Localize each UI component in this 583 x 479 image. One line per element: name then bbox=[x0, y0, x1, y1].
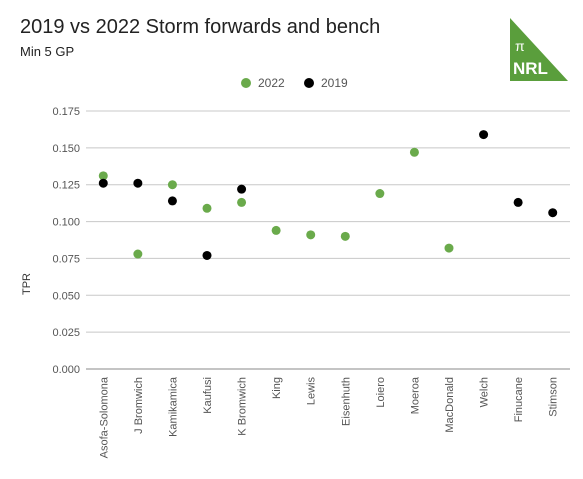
x-category-label: Lewis bbox=[306, 377, 318, 406]
data-point-2022 bbox=[98, 171, 108, 181]
data-point-2019 bbox=[548, 208, 558, 218]
x-category-label: Kaufusi bbox=[202, 377, 214, 414]
x-category-label: Welch bbox=[479, 377, 491, 407]
nrl-logo-text: NRL bbox=[513, 59, 548, 78]
grid-lines bbox=[86, 110, 570, 370]
x-category-label: Kamikamica bbox=[167, 376, 179, 437]
data-point-2022 bbox=[340, 231, 350, 241]
data-point-2022 bbox=[167, 180, 177, 190]
nrl-logo: π NRL bbox=[510, 18, 568, 81]
y-tick-labels: 0.000 0.025 0.050 0.075 0.100 0.125 0.150 0.175 bbox=[52, 106, 80, 376]
y-axis-title: TPR bbox=[21, 273, 33, 295]
data-point-2022 bbox=[444, 243, 454, 253]
legend-marker-2022 bbox=[241, 78, 251, 88]
x-category-label: J Bromwich bbox=[133, 377, 145, 434]
data-point-2019 bbox=[133, 178, 143, 188]
data-point-2022 bbox=[306, 230, 316, 240]
data-points bbox=[98, 130, 558, 260]
legend: 2022 2019 bbox=[241, 76, 348, 90]
data-point-2019 bbox=[513, 197, 523, 207]
data-point-2022 bbox=[409, 147, 419, 157]
x-category-label: K Bromwich bbox=[237, 377, 249, 436]
data-point-2019 bbox=[98, 178, 108, 188]
x-category-label: Moeroa bbox=[409, 376, 421, 414]
y-tick-label: 0.175 bbox=[52, 106, 80, 118]
y-tick-label: 0.050 bbox=[52, 290, 80, 302]
data-point-2019 bbox=[167, 196, 177, 206]
chart-subtitle: Min 5 GP bbox=[20, 44, 75, 59]
x-category-label: MacDonald bbox=[444, 377, 456, 433]
data-point-2019 bbox=[479, 130, 489, 140]
legend-label-2022: 2022 bbox=[258, 76, 285, 90]
x-category-label: Stimson bbox=[548, 377, 560, 417]
y-tick-label: 0.125 bbox=[52, 180, 80, 192]
nrl-logo-pi: π bbox=[515, 38, 525, 54]
legend-label-2019: 2019 bbox=[321, 76, 348, 90]
x-category-label: Finucane bbox=[513, 377, 525, 422]
nrl-logo-triangle bbox=[510, 18, 568, 81]
data-point-2022 bbox=[375, 189, 385, 199]
data-point-2022 bbox=[202, 203, 212, 213]
y-tick-label: 0.000 bbox=[52, 364, 80, 376]
x-category-label: Asofa-Solomona bbox=[98, 376, 110, 458]
x-category-labels: Asofa-Solomona J Bromwich Kamikamica Kaufus… bbox=[98, 376, 559, 458]
data-point-2019 bbox=[202, 250, 212, 260]
x-category-label: King bbox=[271, 377, 283, 399]
x-category-label: Loiero bbox=[375, 377, 387, 408]
chart-title: 2019 vs 2022 Storm forwards and bench bbox=[20, 16, 381, 38]
data-point-2019 bbox=[237, 184, 247, 194]
y-tick-label: 0.100 bbox=[52, 217, 80, 229]
y-tick-label: 0.150 bbox=[52, 143, 80, 155]
y-tick-label: 0.025 bbox=[52, 327, 80, 339]
legend-marker-2019 bbox=[304, 78, 314, 88]
data-point-2022 bbox=[133, 249, 143, 259]
x-category-label: Eisenhuth bbox=[340, 377, 352, 426]
y-tick-label: 0.075 bbox=[52, 253, 80, 265]
data-point-2022 bbox=[237, 197, 247, 207]
data-point-2022 bbox=[271, 225, 281, 235]
